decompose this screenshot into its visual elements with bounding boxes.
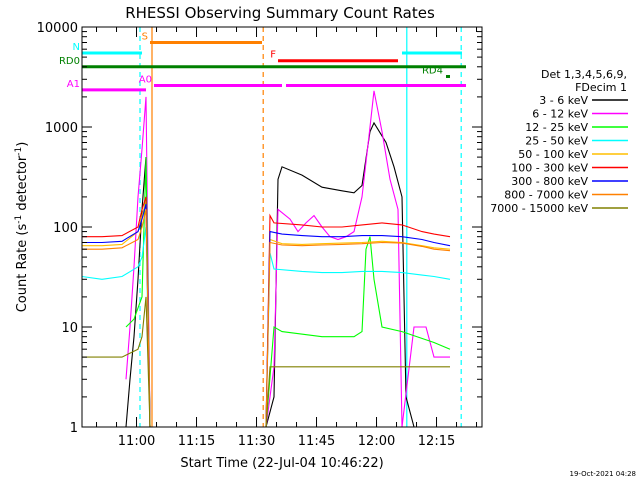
legend-label-0: 3 - 6 keV (539, 94, 588, 107)
footer-date: 19-Oct-2021 04:28 (570, 470, 636, 478)
y-axis-label: Count Rate (s-1 detector-1) (14, 142, 30, 313)
series-line-5 (82, 196, 451, 428)
y-tick-label-3: 1000 (45, 121, 78, 136)
chart-title: RHESSI Observing Summary Count Rates (125, 4, 435, 22)
y-tick-label-2: 100 (53, 221, 78, 236)
legend-label-8: 7000 - 15000 keV (490, 202, 588, 215)
legend-label-1: 6 - 12 keV (532, 108, 588, 121)
state-bar-label-0: S (142, 31, 148, 42)
legend-label-4: 50 - 100 keV (518, 148, 588, 161)
legend-header-line2: FDecim 1 (575, 81, 627, 94)
state-bar-label-1: N (73, 42, 80, 53)
state-bars: S N F RD0 RD4 A0 A1 (59, 31, 466, 92)
series-line-6 (82, 203, 451, 428)
state-bar-label-5: RD4 (422, 65, 443, 76)
y-axis-label-part3: ) (15, 142, 30, 147)
y-tick-label-1: 10 (61, 321, 78, 336)
y-axis-ticks: 1 10 100 1000 10000 (37, 21, 482, 436)
state-bar-label-8: A1 (67, 79, 80, 90)
x-tick-label-4: 12:00 (358, 434, 395, 449)
state-bar-label-6: A0 (139, 75, 152, 86)
x-axis-ticks: 11:00 11:15 11:30 11:45 12:00 12:15 (96, 27, 478, 449)
legend-header-line1: Det 1,3,4,5,6,9, (541, 68, 627, 81)
y-axis-label-part2: detector (15, 155, 30, 215)
state-bar-label-4: RD0 (59, 56, 80, 67)
x-tick-label-0: 11:00 (118, 434, 155, 449)
series-line-3 (81, 226, 451, 428)
legend-label-2: 12 - 25 keV (525, 121, 588, 134)
y-axis-label-part1: Count Rate (s (15, 224, 30, 313)
y-tick-label-0: 1 (70, 421, 78, 436)
legend-label-7: 800 - 7000 keV (504, 189, 588, 202)
legend-label-6: 300 - 800 keV (511, 175, 588, 188)
x-axis-label: Start Time (22-Jul-04 10:46:22) (180, 456, 383, 471)
y-tick-label-4: 10000 (37, 21, 78, 36)
series-line-2 (125, 157, 451, 428)
y-axis-label-exp2: -1 (14, 147, 24, 156)
x-tick-label-2: 11:30 (238, 434, 275, 449)
y-axis-label-exp1: -1 (14, 215, 24, 224)
x-tick-label-3: 11:45 (298, 434, 335, 449)
legend-label-5: 100 - 300 keV (511, 162, 588, 175)
state-bar-label-3: F (270, 50, 276, 61)
legend-label-3: 25 - 50 keV (525, 135, 588, 148)
series-line-7 (82, 209, 451, 428)
x-tick-label-5: 12:15 (418, 434, 455, 449)
series-line-1 (125, 90, 450, 428)
x-tick-label-1: 11:15 (178, 434, 215, 449)
